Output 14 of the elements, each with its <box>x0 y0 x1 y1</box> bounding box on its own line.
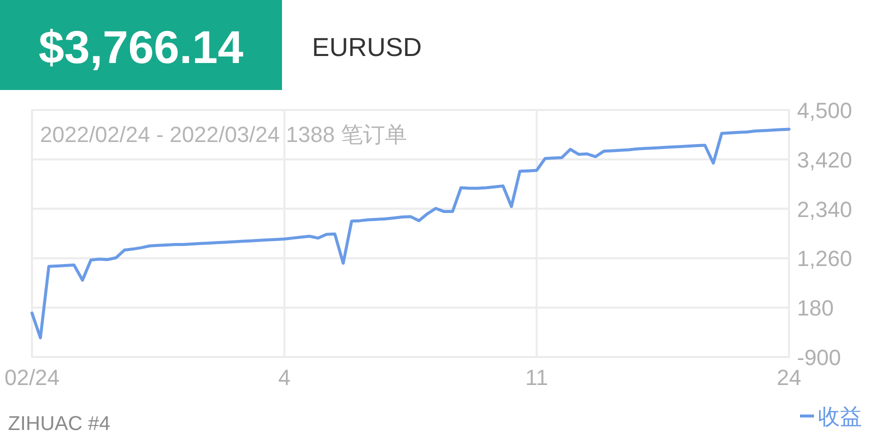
legend-item: 收益 <box>800 404 862 429</box>
title: $3,766.14 <box>38 21 244 73</box>
legend-label: 收益 <box>818 404 862 429</box>
ytick: 2,340 <box>797 196 852 222</box>
annotation: ZIHUAC #4 <box>8 413 110 435</box>
ytick: 1,260 <box>797 246 852 272</box>
xtick: 4 <box>278 365 290 390</box>
annotation: 2022/02/24 - 2022/03/24 1388 笔订单 <box>40 122 407 147</box>
ytick: 4,500 <box>797 98 852 123</box>
ytick: 3,420 <box>797 147 852 172</box>
subtitle: EURUSD <box>312 32 422 62</box>
xtick: 11 <box>525 365 548 390</box>
xtick: 02/24 <box>4 365 60 390</box>
ytick: 180 <box>797 296 834 321</box>
